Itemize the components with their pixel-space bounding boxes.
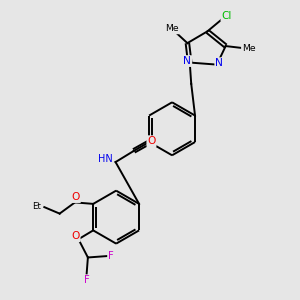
Text: Me: Me	[165, 25, 179, 34]
Text: O: O	[147, 136, 156, 146]
Text: Cl: Cl	[221, 11, 232, 21]
Text: Et: Et	[32, 202, 41, 211]
Text: O: O	[71, 231, 80, 241]
Text: Me: Me	[242, 44, 256, 53]
Text: F: F	[108, 251, 114, 261]
Text: HN: HN	[98, 154, 113, 164]
Text: N: N	[215, 58, 223, 68]
Text: O: O	[72, 192, 80, 202]
Text: N: N	[184, 56, 191, 66]
Text: F: F	[83, 275, 89, 285]
